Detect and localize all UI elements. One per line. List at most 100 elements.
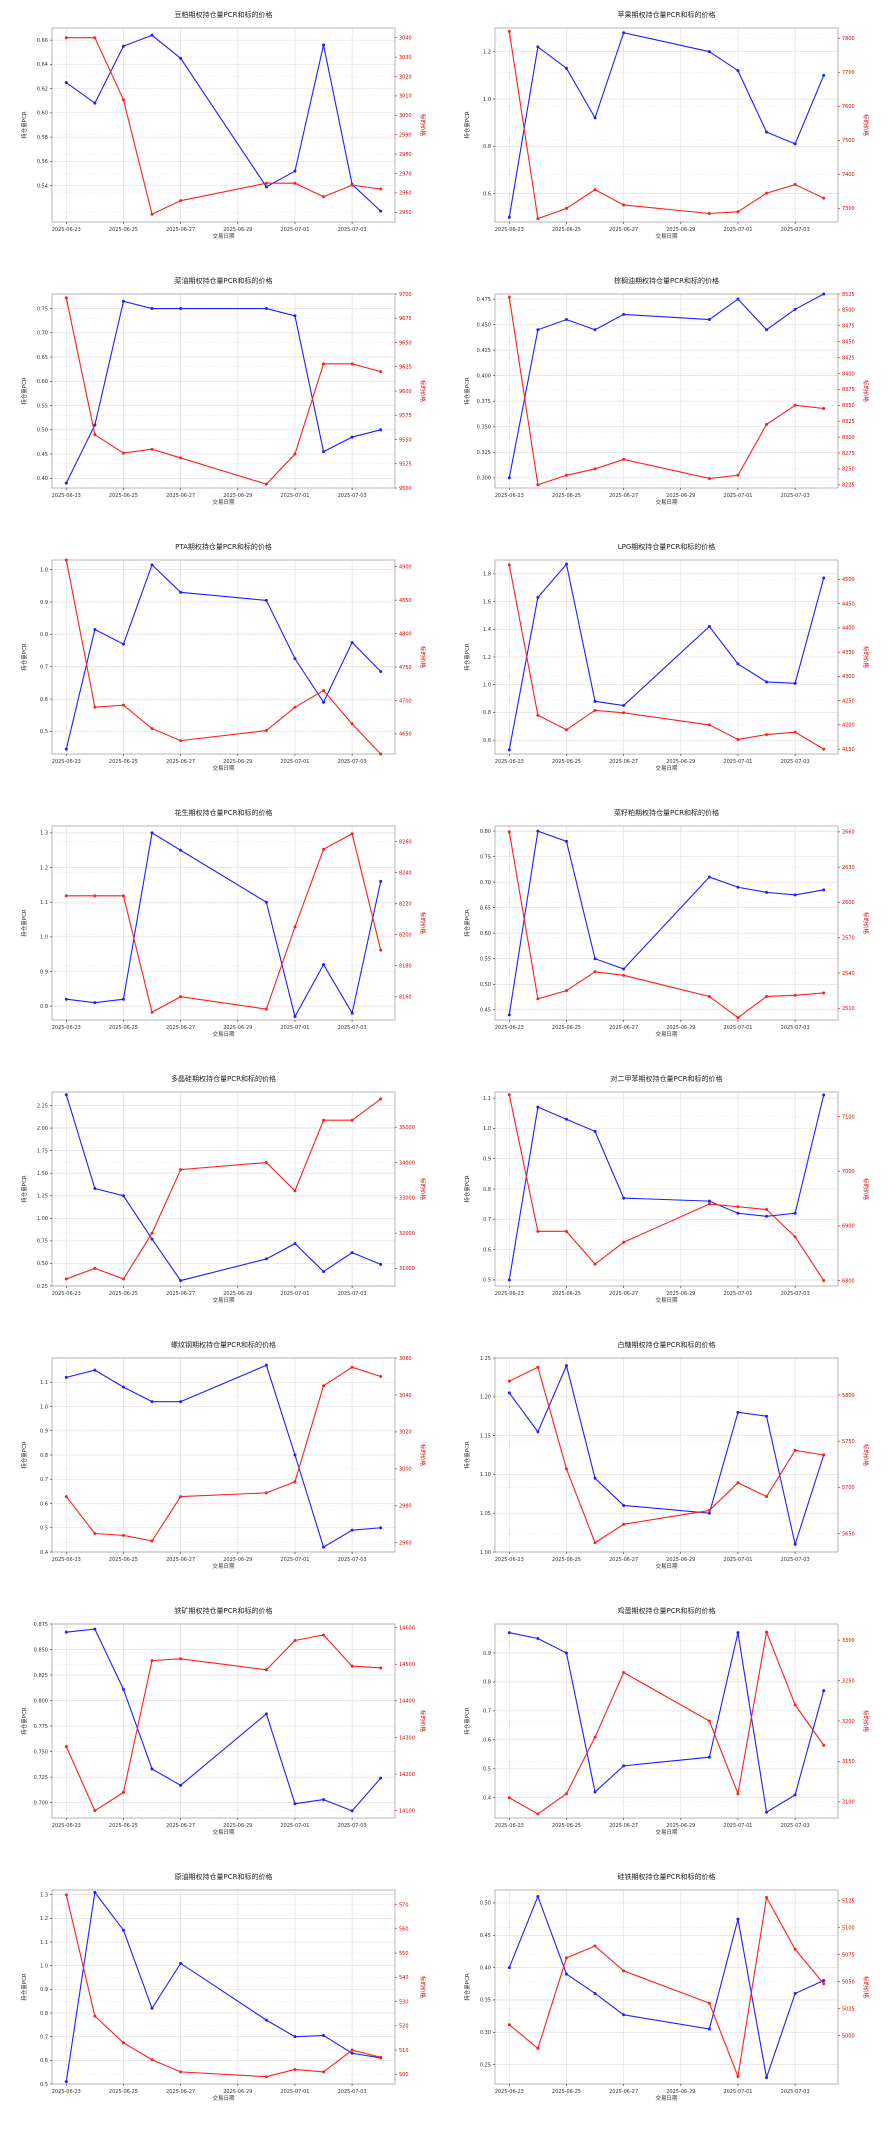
chart-panel: PTA期权持仓量PCR和标的价格 0.5 0.6 0.7 0.8 0.9 1.0 4650 47… bbox=[0, 532, 443, 798]
data-point-price bbox=[564, 1792, 568, 1796]
tick-label-x: 2025-06-25 bbox=[552, 1291, 581, 1297]
data-point-price bbox=[822, 1279, 826, 1283]
tick-label-x: 2025-06-25 bbox=[552, 1025, 581, 1031]
data-point-price bbox=[64, 1277, 68, 1281]
data-point-price bbox=[379, 1097, 383, 1101]
tick-label-left: 0.875 bbox=[34, 1622, 48, 1628]
data-point-pcr bbox=[536, 829, 540, 833]
y-axis-label-right: 标的价格 bbox=[862, 1710, 870, 1733]
tick-label-left: 1.25 bbox=[37, 1194, 48, 1200]
tick-label-x: 2025-07-03 bbox=[338, 1291, 367, 1297]
data-point-price bbox=[179, 199, 183, 203]
tick-label-right: 5650 bbox=[842, 1531, 855, 1537]
tick-label-right: 2950 bbox=[399, 210, 412, 216]
tick-label-left: 0.56 bbox=[37, 159, 48, 165]
data-point-pcr bbox=[793, 893, 797, 897]
data-point-pcr bbox=[622, 1196, 626, 1200]
tick-label-right: 2540 bbox=[842, 971, 855, 977]
data-point-pcr bbox=[379, 1776, 383, 1780]
data-point-price bbox=[536, 1229, 540, 1233]
tick-label-left: 0.25 bbox=[480, 2062, 491, 2068]
tick-label-x: 2025-07-01 bbox=[723, 227, 752, 233]
data-point-price bbox=[736, 2074, 740, 2078]
tick-label-right: 8200 bbox=[399, 932, 412, 938]
data-point-pcr bbox=[150, 831, 154, 835]
data-point-pcr bbox=[736, 1917, 740, 1921]
data-point-price bbox=[707, 723, 711, 727]
tick-label-left: 0.6 bbox=[483, 1247, 491, 1253]
tick-label-right: 7100 bbox=[842, 1114, 855, 1120]
data-point-price bbox=[822, 991, 826, 995]
chart-svg: 菜油期权持仓量PCR和标的价格 0.40 0.45 0.50 0.55 0.60 0.65 0… bbox=[20, 276, 427, 506]
data-point-pcr bbox=[379, 1526, 383, 1530]
chart-title: 对二甲苯期权持仓量PCR和标的价格 bbox=[611, 1074, 723, 1083]
tick-label-left: 1.1 bbox=[483, 1096, 491, 1102]
data-point-price bbox=[507, 295, 511, 299]
tick-label-left: 0.60 bbox=[37, 111, 48, 117]
data-point-pcr bbox=[293, 1242, 297, 1246]
x-axis-label: 交易日期 bbox=[212, 2094, 235, 2102]
data-point-pcr bbox=[64, 481, 68, 485]
tick-label-x: 2025-07-01 bbox=[723, 1557, 752, 1563]
tick-label-x: 2025-06-25 bbox=[109, 1557, 138, 1563]
tick-label-x: 2025-06-25 bbox=[552, 1823, 581, 1829]
tick-label-left: 0.375 bbox=[477, 399, 491, 405]
tick-label-x: 2025-06-27 bbox=[166, 759, 195, 765]
data-point-pcr bbox=[507, 1013, 511, 1017]
tick-label-x: 2025-06-23 bbox=[495, 1557, 524, 1563]
chart-panel: 铁矿期权持仓量PCR和标的价格 0.700 0.725 0.750 0.775 0.800… bbox=[0, 1596, 443, 1862]
data-point-price bbox=[536, 1365, 540, 1369]
tick-label-x: 2025-06-27 bbox=[166, 1025, 195, 1031]
tick-label-left: 1.3 bbox=[40, 831, 48, 837]
data-point-price bbox=[793, 403, 797, 407]
data-point-pcr bbox=[707, 2027, 711, 2031]
chart-title: 白糖期权持仓量PCR和标的价格 bbox=[618, 1340, 716, 1349]
series-line-pcr bbox=[65, 563, 382, 750]
tick-label-left: 1.20 bbox=[480, 1395, 491, 1401]
data-point-pcr bbox=[150, 307, 154, 311]
data-point-pcr bbox=[293, 657, 297, 661]
data-point-price bbox=[379, 1374, 383, 1378]
data-point-pcr bbox=[536, 595, 540, 599]
tick-label-left: 1.1 bbox=[40, 1380, 48, 1386]
data-point-price bbox=[121, 703, 125, 707]
plot-frame bbox=[51, 825, 396, 1021]
data-point-price bbox=[507, 563, 511, 567]
y-axis-label-left: 持仓量PCR bbox=[20, 111, 28, 139]
data-point-price bbox=[765, 191, 769, 195]
tick-label-right: 9575 bbox=[399, 413, 412, 419]
series-line-price bbox=[508, 1094, 825, 1281]
data-point-price bbox=[322, 1118, 326, 1122]
tick-label-left: 0.70 bbox=[480, 880, 491, 886]
data-point-pcr bbox=[179, 1400, 183, 1404]
data-point-price bbox=[765, 1896, 769, 1900]
tick-label-left: 1.2 bbox=[40, 865, 48, 871]
data-point-pcr bbox=[707, 1199, 711, 1203]
tick-label-right: 9525 bbox=[399, 462, 412, 468]
tick-label-right: 6900 bbox=[842, 1224, 855, 1230]
data-point-pcr bbox=[322, 1545, 326, 1549]
y-axis-label-right: 标的价格 bbox=[419, 1976, 427, 1999]
y-axis-label-left: 持仓量PCR bbox=[463, 1973, 471, 2001]
data-point-pcr bbox=[179, 590, 183, 594]
tick-label-x: 2025-06-23 bbox=[52, 1291, 81, 1297]
tick-label-x: 2025-06-29 bbox=[223, 1823, 252, 1829]
tick-label-x: 2025-06-25 bbox=[109, 1025, 138, 1031]
data-point-price bbox=[822, 1453, 826, 1457]
data-point-pcr bbox=[121, 44, 125, 48]
chart-panel: 菜油期权持仓量PCR和标的价格 0.40 0.45 0.50 0.55 0.60 0.65 0… bbox=[0, 266, 443, 532]
data-point-price bbox=[707, 211, 711, 215]
chart-svg: PTA期权持仓量PCR和标的价格 0.5 0.6 0.7 0.8 0.9 1.0 4650 47… bbox=[20, 542, 427, 772]
tick-label-left: 0.70 bbox=[37, 331, 48, 337]
tick-label-left: 0.25 bbox=[37, 1284, 48, 1290]
tick-label-x: 2025-06-23 bbox=[52, 759, 81, 765]
tick-label-right: 4650 bbox=[399, 732, 412, 738]
tick-label-right: 510 bbox=[399, 2048, 409, 2054]
data-point-price bbox=[322, 362, 326, 366]
tick-label-right: 4450 bbox=[842, 601, 855, 607]
data-point-pcr bbox=[507, 215, 511, 219]
tick-label-x: 2025-06-25 bbox=[109, 493, 138, 499]
data-point-price bbox=[593, 1541, 597, 1545]
data-point-pcr bbox=[179, 1961, 183, 1965]
